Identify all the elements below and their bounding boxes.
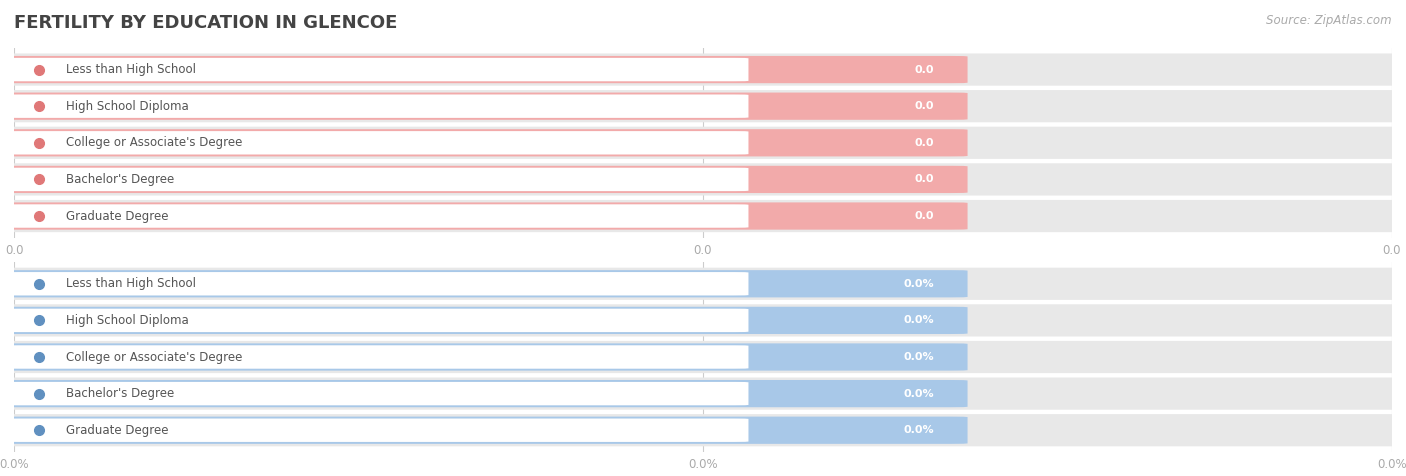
Text: 0.0: 0.0 (915, 65, 935, 75)
Text: High School Diploma: High School Diploma (66, 314, 190, 327)
Text: Less than High School: Less than High School (66, 63, 197, 76)
FancyBboxPatch shape (4, 94, 748, 118)
Text: Graduate Degree: Graduate Degree (66, 209, 169, 223)
FancyBboxPatch shape (0, 202, 967, 229)
Text: Bachelor's Degree: Bachelor's Degree (66, 173, 174, 186)
Text: Bachelor's Degree: Bachelor's Degree (66, 387, 174, 400)
Text: College or Associate's Degree: College or Associate's Degree (66, 350, 243, 364)
FancyBboxPatch shape (0, 92, 967, 120)
Text: FERTILITY BY EDUCATION IN GLENCOE: FERTILITY BY EDUCATION IN GLENCOE (14, 14, 398, 32)
FancyBboxPatch shape (4, 308, 748, 332)
Text: 0.0%: 0.0% (904, 279, 935, 289)
FancyBboxPatch shape (0, 268, 1406, 300)
FancyBboxPatch shape (0, 270, 967, 298)
FancyBboxPatch shape (0, 341, 1406, 373)
FancyBboxPatch shape (0, 127, 1406, 159)
FancyBboxPatch shape (0, 129, 967, 157)
FancyBboxPatch shape (4, 382, 748, 406)
FancyBboxPatch shape (0, 380, 967, 407)
Text: 0.0%: 0.0% (904, 388, 935, 398)
Text: 0.0%: 0.0% (904, 352, 935, 362)
FancyBboxPatch shape (4, 418, 748, 442)
Text: 0.0: 0.0 (915, 211, 935, 221)
FancyBboxPatch shape (4, 58, 748, 81)
Text: 0.0: 0.0 (915, 101, 935, 111)
Text: College or Associate's Degree: College or Associate's Degree (66, 136, 243, 149)
FancyBboxPatch shape (4, 131, 748, 155)
FancyBboxPatch shape (0, 304, 1406, 337)
Text: High School Diploma: High School Diploma (66, 99, 190, 113)
FancyBboxPatch shape (4, 168, 748, 191)
FancyBboxPatch shape (4, 204, 748, 228)
Text: Graduate Degree: Graduate Degree (66, 424, 169, 437)
Text: 0.0: 0.0 (915, 174, 935, 184)
FancyBboxPatch shape (0, 166, 967, 193)
FancyBboxPatch shape (0, 343, 967, 371)
FancyBboxPatch shape (4, 345, 748, 369)
FancyBboxPatch shape (4, 272, 748, 296)
Text: 0.0%: 0.0% (904, 316, 935, 326)
FancyBboxPatch shape (0, 90, 1406, 122)
FancyBboxPatch shape (0, 416, 967, 444)
FancyBboxPatch shape (0, 200, 1406, 232)
Text: Source: ZipAtlas.com: Source: ZipAtlas.com (1267, 14, 1392, 27)
Text: Less than High School: Less than High School (66, 277, 197, 290)
FancyBboxPatch shape (0, 414, 1406, 446)
FancyBboxPatch shape (0, 53, 1406, 86)
FancyBboxPatch shape (0, 307, 967, 334)
Text: 0.0%: 0.0% (904, 425, 935, 435)
Text: 0.0: 0.0 (915, 138, 935, 148)
FancyBboxPatch shape (0, 56, 967, 83)
FancyBboxPatch shape (0, 163, 1406, 196)
FancyBboxPatch shape (0, 377, 1406, 410)
